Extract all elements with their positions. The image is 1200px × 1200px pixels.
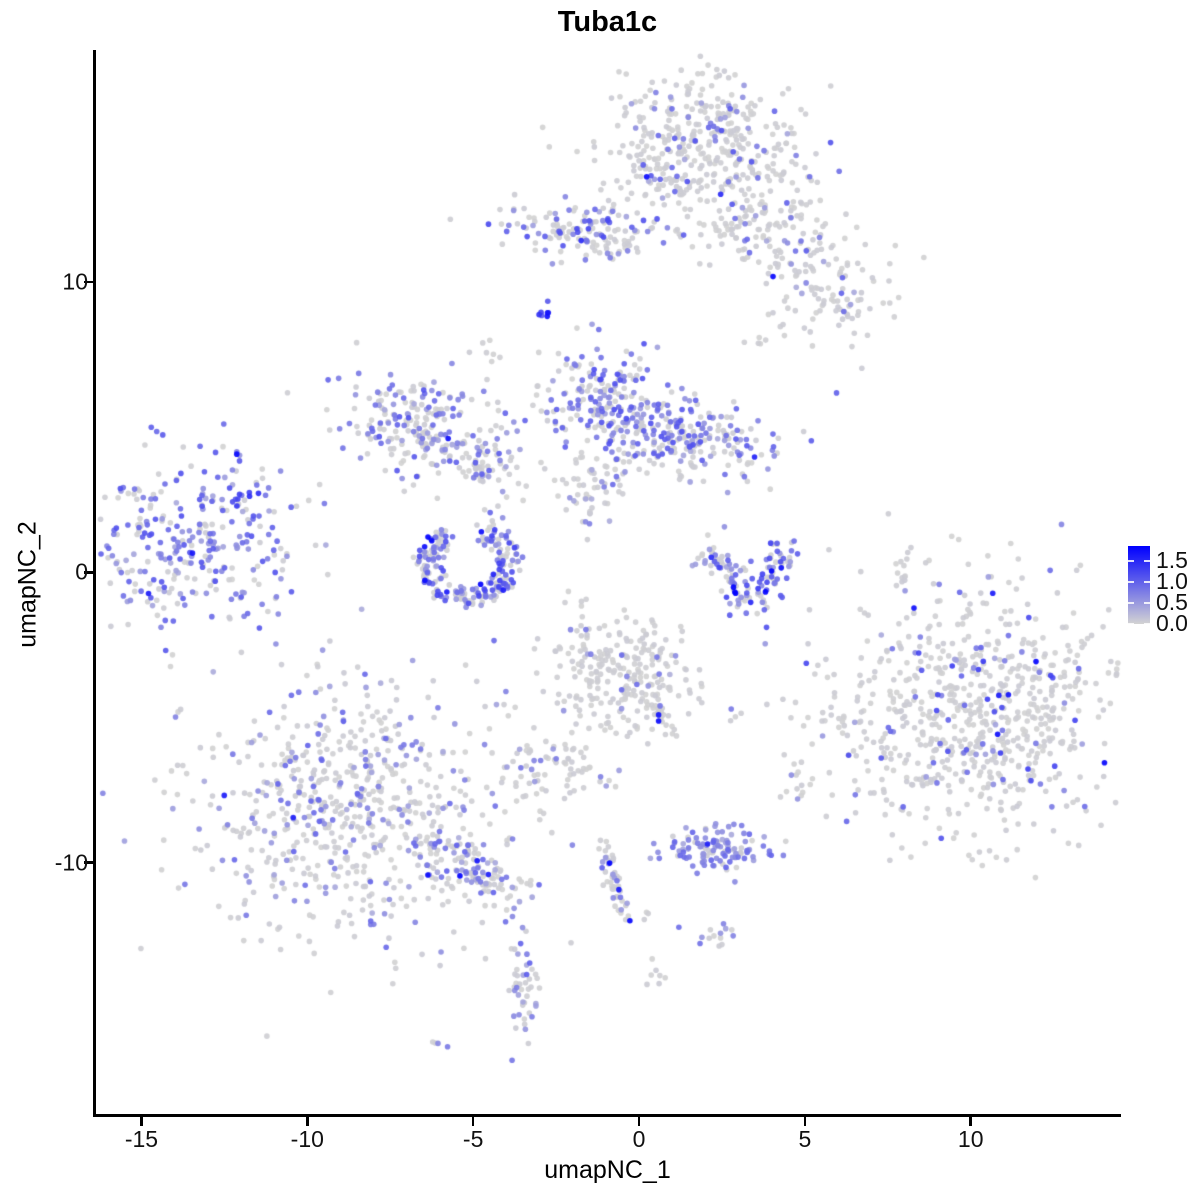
- y-tick-label: 0: [75, 558, 88, 585]
- y-axis-line: [93, 50, 96, 1116]
- x-tick-label: 0: [632, 1126, 646, 1152]
- legend-bar-tick-mark: [1144, 601, 1150, 604]
- y-tick-mark: [84, 571, 93, 574]
- legend-tick-label: 1.5: [1156, 546, 1188, 573]
- x-tick-mark: [140, 1117, 143, 1126]
- y-axis-title: umapNC_2: [13, 521, 42, 648]
- legend-bar-tick-mark: [1128, 580, 1134, 583]
- legend-bar-tick-mark: [1128, 559, 1134, 562]
- y-tick-label: -10: [54, 849, 88, 876]
- x-axis-line: [93, 1114, 1121, 1117]
- x-tick-mark: [969, 1117, 972, 1126]
- y-tick-label: 10: [62, 268, 88, 295]
- x-tick-label: 5: [798, 1126, 812, 1152]
- x-tick-mark: [803, 1117, 807, 1126]
- x-tick-mark: [637, 1117, 641, 1126]
- x-axis-title: umapNC_1: [544, 1156, 671, 1184]
- legend-tick-label: 1.0: [1156, 567, 1188, 594]
- legend-tick-label: 0.5: [1156, 588, 1188, 615]
- legend-tick-label: 0.0: [1156, 609, 1188, 636]
- x-tick-mark: [471, 1117, 475, 1126]
- x-tick-label: -5: [462, 1126, 484, 1152]
- legend-bar-tick-mark: [1144, 559, 1150, 562]
- y-tick-mark: [84, 280, 93, 284]
- legend-bar-tick-mark: [1144, 580, 1150, 583]
- legend-bar-tick-mark: [1128, 601, 1134, 604]
- legend-bar-tick-mark: [1144, 623, 1150, 625]
- x-tick-label: 10: [957, 1126, 984, 1152]
- legend-colorbar: [1128, 546, 1150, 624]
- y-tick-mark: [84, 861, 93, 864]
- legend-bar-tick-mark: [1128, 623, 1134, 625]
- x-tick-label: -15: [124, 1126, 159, 1152]
- x-tick-mark: [306, 1117, 309, 1126]
- x-tick-label: -10: [290, 1126, 324, 1152]
